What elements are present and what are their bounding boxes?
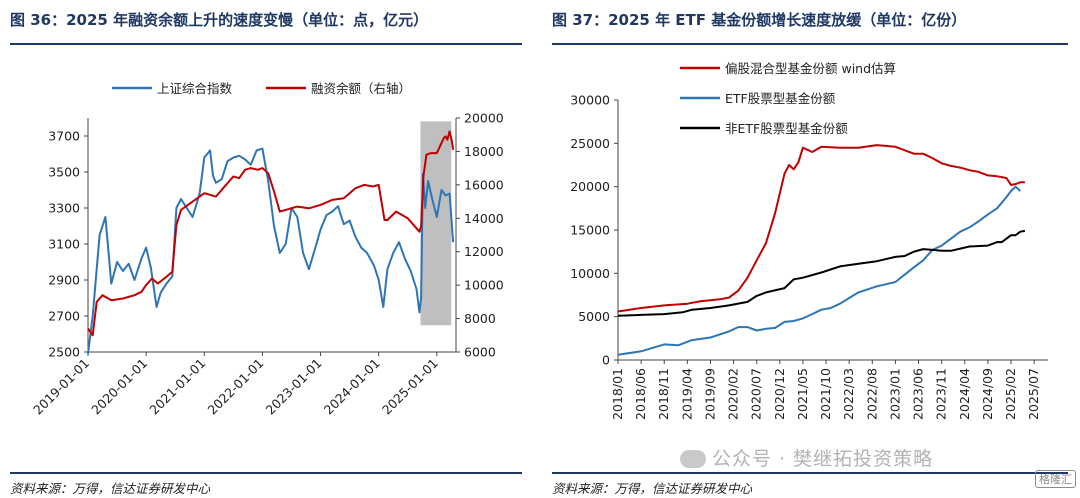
- left-chart-title: 图 36：2025 年融资余额上升的速度变慢（单位：点，亿元）: [10, 11, 429, 29]
- y-tick-label: 20000: [570, 179, 610, 194]
- x-tick-label: 2020/02: [726, 368, 741, 420]
- x-tick-label: 2019/04: [679, 368, 694, 420]
- right-y-tick-label: 8000: [464, 311, 496, 326]
- x-tick-label: 2019/09: [702, 368, 717, 420]
- right-y-tick-label: 6000: [464, 345, 496, 360]
- x-tick-label: 2022/08: [864, 368, 879, 420]
- legend-label-shanghai-index: 上证综合指数: [157, 81, 233, 96]
- right-y-tick-label: 20000: [464, 111, 504, 126]
- x-tick-label: 2018/11: [656, 368, 671, 420]
- left-y-tick-label: 3700: [48, 129, 80, 144]
- corner-logo: 格隆汇: [1035, 470, 1076, 488]
- x-tick-label: 2023/01: [887, 368, 902, 420]
- series-non-etf-equity-shares: [617, 229, 1026, 317]
- series-mixed-equity-shares: [617, 144, 1025, 313]
- y-tick-label: 5000: [578, 309, 610, 324]
- y-tick-label: 25000: [570, 136, 610, 151]
- right-source-note: 资料来源：万得，信达证券研发中心: [552, 481, 753, 496]
- left-chart: 2500 2700 2900 3100 3300 3500 3700 6000 8000 1000…: [30, 81, 504, 418]
- x-tick-label: 2023/06: [911, 368, 926, 420]
- wechat-icon: [680, 450, 706, 468]
- series-shanghai-index: [87, 147, 455, 354]
- y-tick-label: 10000: [570, 266, 610, 281]
- right-chart: 0 5000 10000 15000 20000 25000 30000 2018/01 201…: [570, 61, 1048, 420]
- x-tick-label: 2018/01: [610, 368, 625, 420]
- x-tick-label: 2024/04: [957, 368, 972, 420]
- x-tick-label: 2021/10: [818, 368, 833, 420]
- watermark-text: 公众号 · 樊继拓投资策略: [712, 448, 934, 470]
- right-title-rule: [552, 43, 1068, 45]
- y-tick-label: 30000: [570, 93, 610, 108]
- x-tick-label: 2022/03: [841, 368, 856, 420]
- x-tick-label: 2023-01-01: [263, 356, 325, 418]
- legend-non-etf-equity-label: 非ETF股票型基金份额: [725, 121, 848, 136]
- left-source-note: 资料来源：万得，信达证券研发中心: [10, 481, 211, 496]
- left-source-rule: [10, 472, 522, 474]
- x-tick-label: 2018/06: [633, 368, 648, 420]
- right-y-tick-label: 16000: [464, 177, 504, 192]
- right-chart-panel: 图 37：2025 年 ETF 基金份额增长速度放缓（单位：亿份） 0 5000 1…: [540, 0, 1080, 498]
- x-tick-label: 2025/02: [1003, 368, 1018, 420]
- watermark: 公众号 · 樊继拓投资策略: [680, 444, 933, 471]
- x-tick-label: 2025-01-01: [379, 356, 441, 418]
- y-tick-label: 15000: [570, 223, 610, 238]
- right-y-tick-label: 14000: [464, 211, 504, 226]
- right-source-rule: [552, 472, 1068, 474]
- x-tick-label: 2024-01-01: [321, 356, 383, 418]
- x-tick-label: 2020/12: [772, 368, 787, 420]
- right-chart-title: 图 37：2025 年 ETF 基金份额增长速度放缓（单位：亿份）: [552, 11, 967, 29]
- x-tick-label: 2021-01-01: [146, 356, 208, 418]
- right-y-tick-label: 10000: [464, 278, 504, 293]
- left-y-tick-label: 2900: [48, 273, 80, 288]
- left-y-tick-label: 3100: [48, 237, 80, 252]
- left-y-tick-label: 3300: [48, 201, 80, 216]
- x-tick-label: 2022-01-01: [205, 356, 267, 418]
- x-tick-label: 2021/05: [795, 368, 810, 420]
- series-etf-equity-shares: [617, 185, 1021, 356]
- x-tick-label: 2024/09: [980, 368, 995, 420]
- right-y-tick-label: 18000: [464, 144, 504, 159]
- left-chart-panel: 图 36：2025 年融资余额上升的速度变慢（单位：点，亿元） 2500 2700…: [10, 11, 522, 496]
- x-tick-label: 2025/07: [1026, 368, 1041, 420]
- x-tick-label: 2019-01-01: [30, 356, 92, 418]
- left-y-tick-label: 2700: [48, 309, 80, 324]
- legend-label-margin-balance: 融资余额（右轴）: [311, 81, 411, 96]
- y-tick-label: 0: [602, 353, 610, 368]
- left-title-rule: [10, 43, 522, 45]
- x-tick-label: 2020-01-01: [88, 356, 150, 418]
- series-margin-balance: [87, 130, 455, 337]
- right-y-tick-label: 12000: [464, 244, 504, 259]
- x-tick-label: 2020/07: [749, 368, 764, 420]
- left-y-tick-label: 2500: [48, 345, 80, 360]
- legend-mixed-equity-label: 偏股混合型基金份额 wind估算: [725, 61, 896, 76]
- left-y-tick-label: 3500: [48, 165, 80, 180]
- shaded-period: [420, 121, 452, 326]
- x-tick-label: 2023/11: [934, 368, 949, 420]
- legend-etf-equity-label: ETF股票型基金份额: [725, 91, 836, 106]
